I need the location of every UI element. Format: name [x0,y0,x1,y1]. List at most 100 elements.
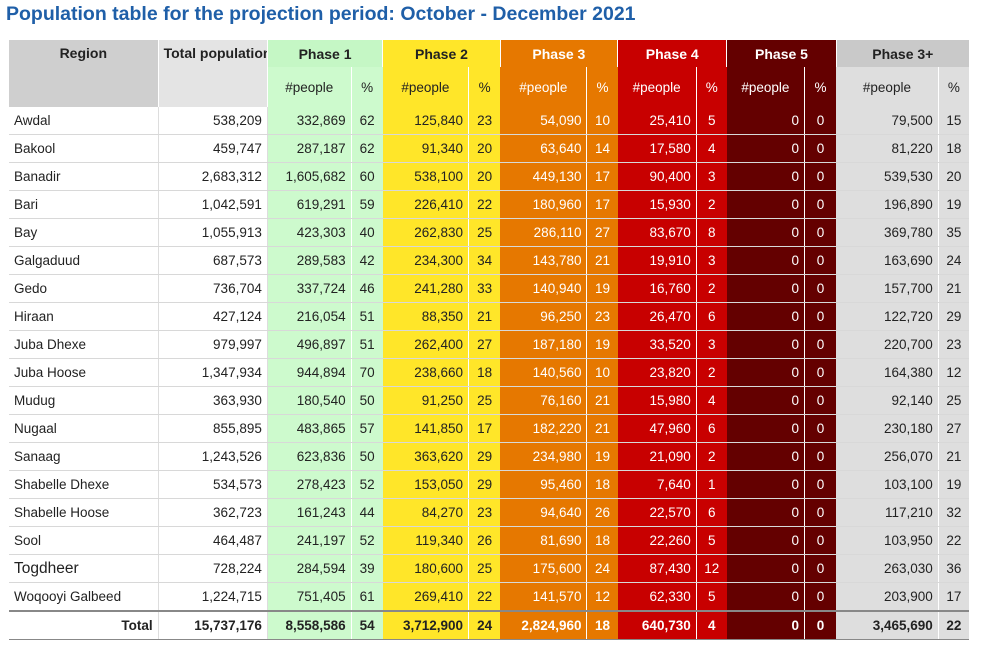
phase4-percent-cell: 1 [695,470,727,499]
phase1-percent-cell: 62 [350,134,383,163]
phase3-people-cell: 286,110 [500,218,587,247]
phase3-percent-cell: 21 [586,414,618,443]
phase3plus-people-cell: 122,720 [836,302,939,331]
phase3plus-people-cell: 117,210 [836,498,939,527]
phase4-percent-cell: 5 [695,582,727,612]
phase2-percent-cell: 21 [468,302,501,331]
phase4-percent-cell: 3 [695,330,727,359]
phase2-percent-cell: 20 [468,162,501,191]
phase3plus-people-cell: 103,100 [836,470,939,499]
phase1-percent-cell: 44 [350,498,383,527]
phase5-percent-cell: 0 [803,610,837,640]
total-population-cell: 459,747 [158,134,268,163]
phase3plus-people-cell: 220,700 [836,330,939,359]
phase2-percent-cell: 33 [468,274,501,303]
phase3plus-people-cell: 263,030 [836,554,939,583]
phase5-percent-cell: 0 [803,554,837,583]
phase2-percent-cell: 18 [468,358,501,387]
phase2-percent-cell: 25 [468,554,501,583]
subheader-people: #people [726,67,805,107]
phase3-percent-cell: 18 [586,610,618,640]
phase3-percent-cell: 17 [586,190,618,219]
phase3-percent-cell: 18 [586,526,618,555]
region-cell: Awdal [9,107,159,135]
region-cell: Gedo [9,274,159,303]
phase2-people-cell: 141,850 [382,414,469,443]
total-population-cell: 855,895 [158,414,268,443]
region-cell: Total [9,610,159,640]
phase5-people-cell: 0 [726,442,805,471]
phase1-percent-cell: 54 [350,610,383,640]
phase3plus-percent-cell: 17 [937,582,969,612]
phase1-people-cell: 623,836 [267,442,352,471]
phase3-people-cell: 140,940 [500,274,587,303]
region-cell: Mudug [9,386,159,415]
phase1-people-cell: 216,054 [267,302,352,331]
phase1-people-cell: 423,303 [267,218,352,247]
phase4-percent-cell: 3 [695,162,727,191]
region-cell: Hiraan [9,302,159,331]
phase5-percent-cell: 0 [803,358,837,387]
phase2-people-cell: 125,840 [382,107,469,135]
phase5-percent-cell: 0 [803,498,837,527]
phase2-percent-cell: 22 [468,190,501,219]
phase5-people-cell: 0 [726,554,805,583]
phase1-percent-cell: 40 [350,218,383,247]
total-population-cell: 15,737,176 [158,610,268,640]
phase3-percent-cell: 14 [586,134,618,163]
table-row: Togdheer 728,224 284,594 39 180,600 25 175,600… [9,554,969,583]
phase4-percent-cell: 2 [695,442,727,471]
phase1-percent-cell: 39 [350,554,383,583]
phase3-people-cell: 54,090 [500,107,587,135]
phase4-percent-cell: 12 [695,554,727,583]
phase5-people-cell: 0 [726,302,805,331]
header-phase-1: Phase 1 [267,40,384,67]
total-population-cell: 538,209 [158,107,268,135]
phase4-people-cell: 23,820 [617,358,697,387]
phase3-people-cell: 63,640 [500,134,587,163]
phase3-percent-cell: 26 [586,498,618,527]
phase5-percent-cell: 0 [803,582,837,612]
phase3plus-people-cell: 164,380 [836,358,939,387]
header-phase-3: Phase 3 [500,40,619,67]
header-total-population: Total population analysed [158,40,268,107]
phase2-people-cell: 119,340 [382,526,469,555]
phase4-people-cell: 21,090 [617,442,697,471]
phase2-people-cell: 262,830 [382,218,469,247]
header-phase-4: Phase 4 [617,40,728,67]
phase3-people-cell: 180,960 [500,190,587,219]
phase2-people-cell: 269,410 [382,582,469,612]
table-row: Shabelle Dhexe 534,573 278,423 52 153,050 29 9… [9,470,969,499]
phase2-people-cell: 234,300 [382,246,469,275]
phase5-percent-cell: 0 [803,134,837,163]
region-cell: Galgaduud [9,246,159,275]
region-cell: Bakool [9,134,159,163]
phase1-percent-cell: 60 [350,162,383,191]
phase3-people-cell: 81,690 [500,526,587,555]
phase4-people-cell: 62,330 [617,582,697,612]
phase4-people-cell: 22,260 [617,526,697,555]
phase3plus-percent-cell: 25 [937,386,969,415]
header-phase-2: Phase 2 [382,40,501,67]
table-row: Sool 464,487 241,197 52 119,340 26 81,690 18 22,… [9,526,969,555]
phase3plus-percent-cell: 19 [937,190,969,219]
phase4-people-cell: 26,470 [617,302,697,331]
phase5-people-cell: 0 [726,190,805,219]
phase3plus-people-cell: 256,070 [836,442,939,471]
phase4-people-cell: 640,730 [617,610,697,640]
phase1-people-cell: 8,558,586 [267,610,352,640]
phase1-people-cell: 284,594 [267,554,352,583]
phase1-percent-cell: 61 [350,582,383,612]
phase3-percent-cell: 24 [586,554,618,583]
phase4-people-cell: 15,980 [617,386,697,415]
phase2-people-cell: 88,350 [382,302,469,331]
phase3plus-people-cell: 92,140 [836,386,939,415]
phase3-percent-cell: 27 [586,218,618,247]
phase1-percent-cell: 59 [350,190,383,219]
table-row: Juba Dhexe 979,997 496,897 51 262,400 27 187,1… [9,330,969,359]
phase2-percent-cell: 29 [468,442,501,471]
subheader-percent: % [803,67,837,107]
phase3-percent-cell: 10 [586,107,618,135]
phase2-percent-cell: 25 [468,386,501,415]
phase5-people-cell: 0 [726,134,805,163]
